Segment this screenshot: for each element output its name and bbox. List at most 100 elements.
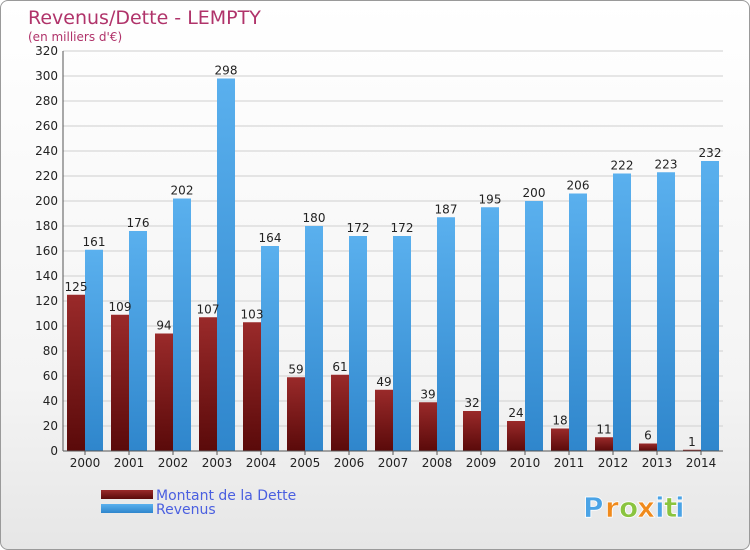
legend-swatch-debt: [101, 490, 153, 499]
y-tick-label: 120: [35, 294, 58, 308]
x-tick-label: 2000: [70, 456, 101, 470]
bars: [67, 78, 719, 451]
value-label-debt: 59: [288, 362, 303, 376]
bar-debt: [419, 402, 437, 451]
x-tick-label: 2013: [642, 456, 673, 470]
logo-letter: o: [619, 491, 638, 524]
bar-revenue: [613, 173, 631, 451]
bar-revenue: [525, 201, 543, 451]
value-label-revenue: 222: [611, 159, 634, 173]
y-tick-label: 260: [35, 119, 58, 133]
x-tick-label: 2010: [510, 456, 541, 470]
x-tick-label: 2001: [114, 456, 145, 470]
x-tick-label: 2008: [422, 456, 453, 470]
value-label-debt: 11: [596, 422, 611, 436]
y-tick-label: 200: [35, 194, 58, 208]
bar-revenue: [437, 217, 455, 451]
value-label-revenue: 180: [303, 211, 326, 225]
y-tick-label: 320: [35, 44, 58, 58]
bar-debt: [67, 294, 85, 451]
value-label-revenue: 298: [215, 64, 238, 78]
y-tick-label: 160: [35, 244, 58, 258]
bar-debt: [287, 377, 305, 451]
value-label-debt: 109: [109, 300, 132, 314]
bar-debt: [595, 437, 613, 451]
x-tick-label: 2012: [598, 456, 629, 470]
bar-revenue: [261, 246, 279, 451]
value-label-debt: 24: [508, 406, 523, 420]
x-tick-label: 2006: [334, 456, 365, 470]
value-label-revenue: 232: [699, 146, 722, 160]
value-label-debt: 103: [241, 307, 264, 321]
x-tick-label: 2011: [554, 456, 585, 470]
value-label-revenue: 223: [655, 157, 678, 171]
value-label-debt: 6: [644, 429, 652, 443]
y-tick-label: 20: [43, 419, 58, 433]
value-label-debt: 125: [65, 280, 88, 294]
legend-swatch-revenue: [101, 504, 153, 513]
value-labels: 1251611091769420210729810316459180611724…: [65, 64, 722, 449]
value-label-revenue: 195: [479, 192, 502, 206]
value-label-debt: 1: [688, 435, 696, 449]
value-label-revenue: 161: [83, 235, 106, 249]
logo-letter: t: [664, 491, 677, 524]
y-tick-label: 80: [43, 344, 58, 358]
logo-letter: i: [675, 491, 685, 524]
bar-revenue: [305, 226, 323, 451]
value-label-debt: 32: [464, 396, 479, 410]
y-tick-label: 220: [35, 169, 58, 183]
bar-revenue: [701, 161, 719, 451]
bar-debt: [683, 449, 701, 451]
bar-debt: [551, 428, 569, 451]
value-label-debt: 94: [156, 319, 171, 333]
bar-revenue: [349, 236, 367, 451]
bar-revenue: [393, 236, 411, 451]
bar-revenue: [85, 249, 103, 451]
bar-debt: [463, 411, 481, 451]
x-tick-label: 2009: [466, 456, 497, 470]
y-tick-label: 60: [43, 369, 58, 383]
legend-label-debt: Montant de la Dette: [156, 488, 296, 504]
y-tick-label: 140: [35, 269, 58, 283]
bar-debt: [507, 421, 525, 451]
value-label-debt: 39: [420, 387, 435, 401]
bar-debt: [243, 322, 261, 451]
chart-title: Revenus/Dette - LEMPTY: [28, 7, 261, 29]
bar-revenue: [569, 193, 587, 451]
bar-revenue: [657, 172, 675, 451]
value-label-revenue: 172: [391, 221, 414, 235]
bar-debt: [331, 374, 349, 451]
y-tick-label: 300: [35, 69, 58, 83]
x-tick-label: 2004: [246, 456, 277, 470]
logo-letter: P: [583, 491, 604, 524]
value-label-revenue: 187: [435, 202, 458, 216]
bar-debt: [111, 314, 129, 451]
y-tick-label: 100: [35, 319, 58, 333]
logo-letter: i: [655, 491, 665, 524]
value-label-revenue: 202: [171, 184, 194, 198]
x-tick-label: 2002: [158, 456, 189, 470]
x-tick-label: 2003: [202, 456, 233, 470]
y-tick-label: 180: [35, 219, 58, 233]
y-tick-label: 40: [43, 394, 58, 408]
bar-debt: [639, 443, 657, 451]
x-tick-label: 2007: [378, 456, 409, 470]
legend: Montant de la Dette Revenus: [101, 488, 296, 518]
x-tick-label: 2005: [290, 456, 321, 470]
value-label-revenue: 172: [347, 221, 370, 235]
bar-debt: [155, 333, 173, 451]
x-tick-label: 2014: [686, 456, 717, 470]
chart-subtitle: (en milliers d'€): [28, 30, 122, 44]
value-label-debt: 49: [376, 375, 391, 389]
bar-revenue: [129, 231, 147, 451]
value-label-revenue: 200: [523, 186, 546, 200]
bar-revenue: [173, 198, 191, 451]
axes: 0 20 40 60 80 100 120 140 160 180 200 220 240 260 280 3…: [35, 44, 723, 470]
value-label-revenue: 206: [567, 179, 590, 193]
bar-revenue: [481, 207, 499, 451]
bar-revenue: [217, 78, 235, 451]
logo-letter: r: [605, 491, 619, 524]
bar-debt: [199, 317, 217, 451]
